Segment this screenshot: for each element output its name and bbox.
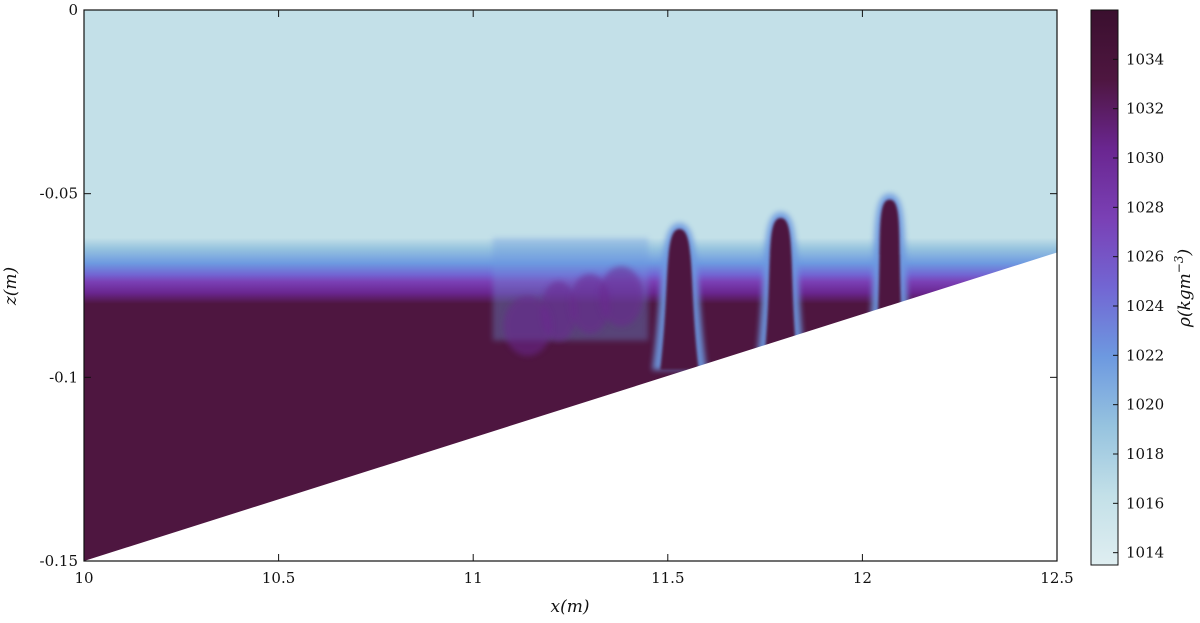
x-tick-label: 10 xyxy=(74,569,93,587)
y-axis-label: z(m) xyxy=(1,267,21,306)
colorbar-tick-label: 1034 xyxy=(1126,50,1164,68)
sloping-bottom-mask xyxy=(84,252,1057,561)
colorbar-tick-label: 1024 xyxy=(1126,297,1164,315)
colorbar-label: ρ(kgm−3) xyxy=(1172,249,1195,328)
x-tick-label: 11.5 xyxy=(651,569,684,587)
colorbar-tick-label: 1022 xyxy=(1126,346,1164,364)
colorbar-frame xyxy=(1090,9,1119,566)
bolus-core xyxy=(763,218,798,370)
colorbar-tick-label: 1018 xyxy=(1126,445,1164,463)
colorbar-tick-label: 1020 xyxy=(1126,396,1164,414)
plot-area xyxy=(84,10,1057,561)
colorbar-tick-label: 1014 xyxy=(1126,544,1164,562)
colorbar-tick-label: 1026 xyxy=(1126,248,1164,266)
y-tick-label: -0.05 xyxy=(40,185,78,203)
mixing-plume xyxy=(503,295,552,356)
bolus-core xyxy=(660,229,699,370)
colorbar-tick-label: 1016 xyxy=(1126,494,1164,512)
x-tick-label: 11 xyxy=(464,569,483,587)
colorbar-label-base: ρ(kgm xyxy=(1175,273,1195,328)
x-tick-label: 12.5 xyxy=(1040,569,1073,587)
colorbar-fill xyxy=(1091,10,1118,565)
x-tick-label: 12 xyxy=(853,569,872,587)
colorbar: 1014 1016 1018 1020 1022 1024 1026 1028 1030 1032… xyxy=(1090,9,1195,566)
colorbar-tick-label: 1028 xyxy=(1126,198,1164,216)
colorbar-label-close: ) xyxy=(1175,249,1195,257)
y-tick-label: -0.1 xyxy=(49,368,78,386)
colorbar-ticks: 1014 1016 1018 1020 1022 1024 1026 1028 1030 1032… xyxy=(1113,50,1164,562)
y-tick-label: 0 xyxy=(68,1,78,19)
y-axis-ticks: 0 -0.05 -0.1 -0.15 xyxy=(40,1,1057,570)
colorbar-label-exponent: −3 xyxy=(1172,255,1186,273)
x-tick-label: 10.5 xyxy=(262,569,295,587)
plot-frame xyxy=(83,9,1058,562)
x-axis-label: x(m) xyxy=(551,597,590,617)
colorbar-tick-label: 1030 xyxy=(1126,149,1164,167)
colorbar-tick-label: 1032 xyxy=(1126,100,1164,118)
mixing-zone xyxy=(492,237,649,356)
y-tick-label: -0.15 xyxy=(40,552,78,570)
mixing-plume xyxy=(599,266,644,327)
x-axis-ticks: 10 10.5 11 11.5 12 12.5 xyxy=(74,10,1074,587)
